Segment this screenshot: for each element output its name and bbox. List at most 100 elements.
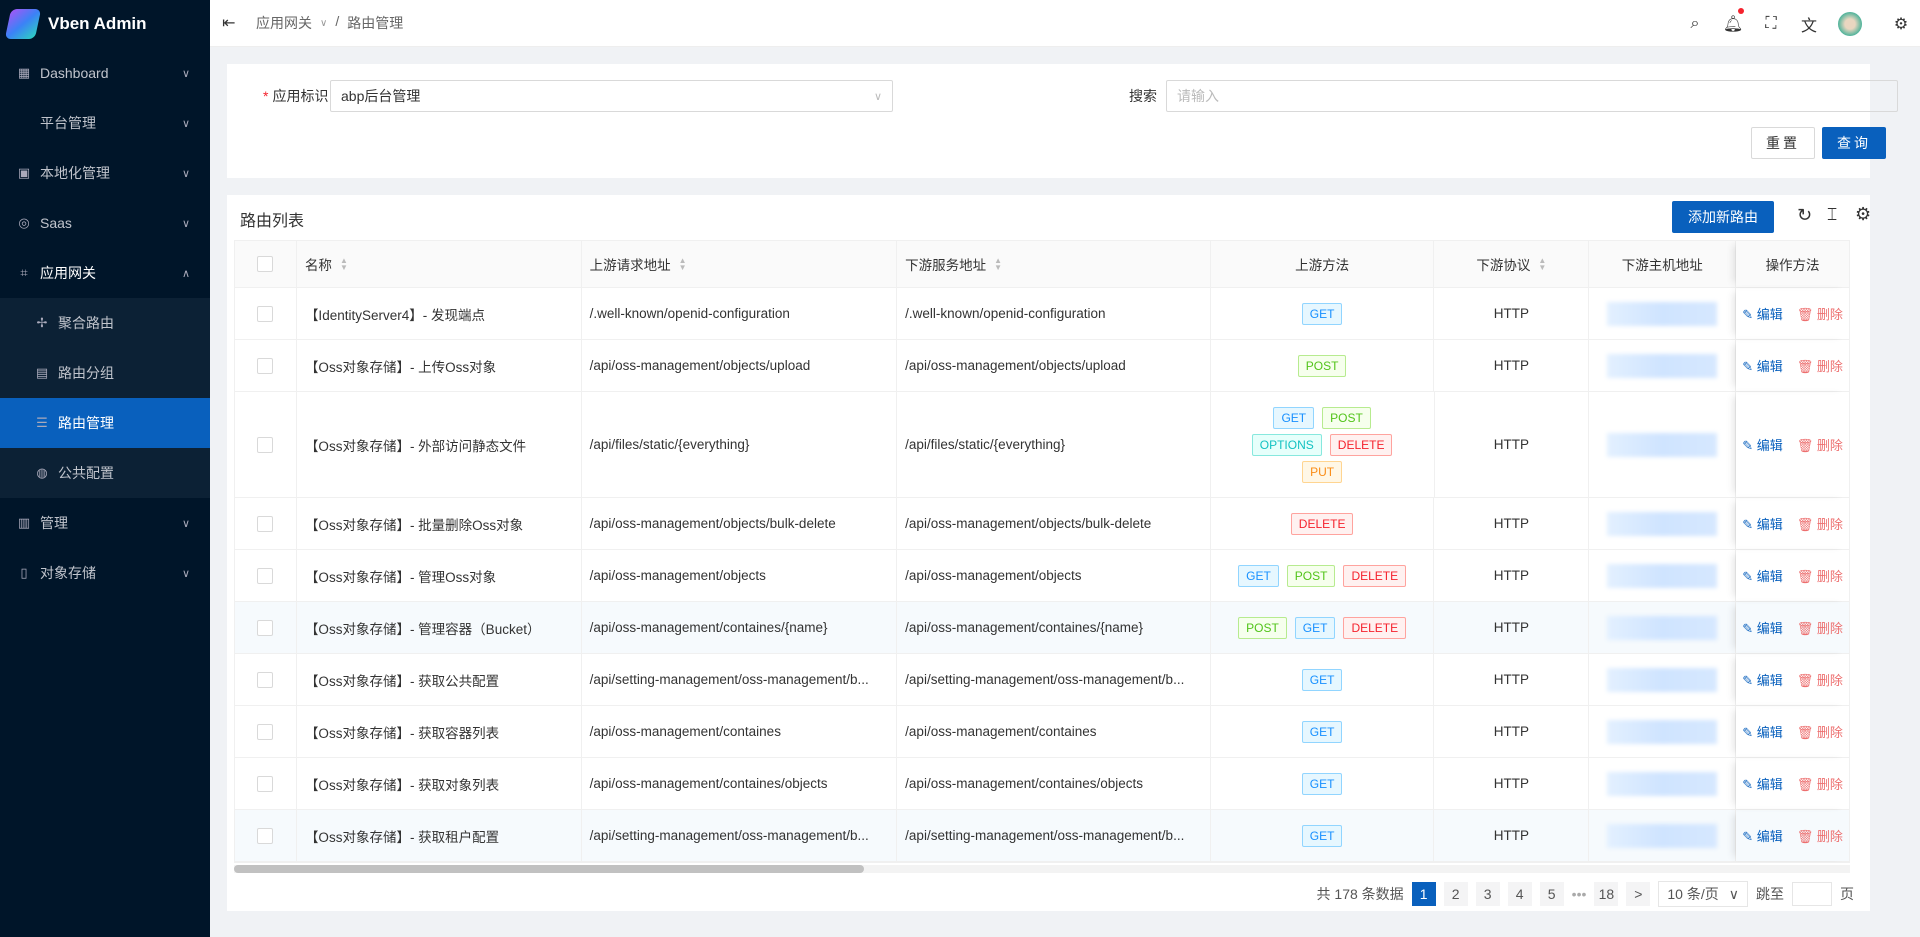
downstream-path: /api/setting-management/oss-management/b… [897,654,1211,705]
column-header[interactable]: 操作方法 [1736,241,1849,287]
page-suffix: 页 [1840,886,1854,902]
blurred-host-value [1607,511,1718,536]
search-icon[interactable]: ⌕ [1690,14,1700,32]
sidebar-item[interactable]: 平台管理 ∨ [0,98,210,148]
edit-button[interactable]: ✎ 编辑 [1742,566,1783,585]
sort-icon[interactable]: ▲ ▼ [1538,256,1547,272]
row-checkbox[interactable] [257,827,274,844]
page-button[interactable]: 3 [1475,882,1500,906]
row-checkbox[interactable] [257,436,274,453]
column-header[interactable]: 下游主机地址 [1589,241,1737,287]
app-select[interactable]: abp后台管理 ∨ [330,80,893,112]
sidebar-subitem[interactable]: ◍ 公共配置 [0,448,210,498]
refresh-icon[interactable]: ↻ [1797,205,1813,225]
page-button[interactable]: 2 [1443,882,1468,906]
sidebar-item[interactable]: ◎ Saas ∨ [0,198,210,248]
edit-button[interactable]: ✎ 编辑 [1742,356,1783,375]
column-header[interactable]: 上游请求地址 ▲ ▼ [582,241,898,287]
table-title: 路由列表 [240,213,305,230]
edit-button[interactable]: ✎ 编辑 [1742,670,1783,689]
column-header[interactable]: 下游服务地址 ▲ ▼ [897,241,1211,287]
sidebar-subitem[interactable]: ☰ 路由管理 [0,398,210,448]
delete-button[interactable]: 🗑︎ 删除 [1797,670,1843,689]
page-button[interactable]: 5 [1539,882,1564,906]
sidebar-subitem[interactable]: ▤ 路由分组 [0,348,210,398]
bell-icon[interactable]: 🔔︎ [1714,7,1752,34]
row-checkbox[interactable] [257,775,274,792]
delete-button[interactable]: 🗑︎ 删除 [1797,618,1843,637]
next-page-button[interactable]: > [1626,882,1651,906]
page-button[interactable]: 4 [1507,882,1532,906]
upstream-methods: POST GET DELETE [1211,602,1435,653]
scrollbar-thumb[interactable] [234,865,864,873]
page-button[interactable]: 1 [1411,882,1436,906]
search-form: * 应用标识 abp后台管理 ∨ 搜索 请输入 重置 查询 [227,64,1898,178]
delete-button[interactable]: 🗑︎ 删除 [1797,566,1843,585]
gear-icon[interactable]: ⚙ [1855,204,1872,224]
edit-button[interactable]: ✎ 编辑 [1742,514,1783,533]
delete-button[interactable]: 🗑︎ 删除 [1797,356,1843,375]
page-button[interactable]: 18 [1594,882,1619,906]
delete-button[interactable]: 🗑︎ 删除 [1797,722,1843,741]
fullscreen-icon[interactable]: ⛶ [1765,14,1777,32]
avatar[interactable] [1838,11,1862,36]
sidebar-item[interactable]: ▯ 对象存储 ∨ [0,548,210,598]
app-label: * 应用标识 [263,88,329,104]
jump-input[interactable] [1792,882,1832,906]
gear-icon[interactable]: ⚙ [1893,15,1909,33]
row-checkbox[interactable] [257,305,274,322]
downstream-path: /api/oss-management/objects/bulk-delete [897,498,1211,549]
sidebar-subitem[interactable]: ✢ 聚合路由 [0,298,210,348]
downstream-host [1589,550,1737,601]
pagination-ellipsis[interactable]: ••• [1571,886,1587,902]
edit-button[interactable]: ✎ 编辑 [1742,722,1783,741]
row-checkbox[interactable] [257,723,274,740]
page-size-select[interactable]: 10 条/页 ∨ [1658,881,1748,907]
logo[interactable]: Vben Admin [0,0,210,48]
column-header[interactable]: 下游协议 ▲ ▼ [1434,241,1590,287]
row-actions: ✎ 编辑 🗑︎ 删除 [1736,810,1849,861]
row-checkbox[interactable] [257,567,274,584]
sidebar-item[interactable]: ▣ 本地化管理 ∨ [0,148,210,198]
select-all-checkbox[interactable] [257,256,274,272]
column-header[interactable]: 上游方法 [1211,241,1435,287]
edit-button[interactable]: ✎ 编辑 [1742,435,1783,454]
method-tag: GET [1273,406,1315,429]
actions: ✎ 编辑 🗑︎ 删除 [1742,566,1843,585]
query-button[interactable]: 查询 [1822,127,1886,159]
column-height-icon[interactable]: ⌶ [1827,205,1838,224]
row-checkbox[interactable] [257,515,274,532]
column-header[interactable]: 名称 ▲ ▼ [297,241,582,287]
menu-fold-icon[interactable]: ⇤ [222,15,236,32]
row-checkbox[interactable] [257,357,274,374]
row-checkbox[interactable] [257,671,274,688]
table-row: 【Oss对象存储】- 外部访问静态文件/api/files/static/{ev… [235,392,1849,498]
table-row: 【Oss对象存储】- 管理容器（Bucket）/api/oss-manageme… [235,602,1849,654]
delete-label: 删除 [1816,517,1843,532]
sort-icon[interactable]: ▲ ▼ [678,256,687,272]
breadcrumb-item[interactable]: 应用网关 [256,15,312,31]
checkbox-cell [235,288,297,339]
horizontal-scrollbar[interactable] [234,865,1850,873]
sidebar-item[interactable]: ▦ Dashboard ∨ [0,48,210,98]
delete-button[interactable]: 🗑︎ 删除 [1797,514,1843,533]
add-route-button[interactable]: 添加新路由 [1672,201,1774,233]
search-input[interactable]: 请输入 [1166,80,1898,112]
upstream-methods: DELETE [1211,498,1435,549]
edit-button[interactable]: ✎ 编辑 [1742,618,1783,637]
delete-button[interactable]: 🗑︎ 删除 [1797,304,1843,323]
sidebar-item[interactable]: ▥ 管理 ∨ [0,498,210,548]
edit-button[interactable]: ✎ 编辑 [1742,826,1783,845]
reset-button[interactable]: 重置 [1751,127,1815,159]
row-checkbox[interactable] [257,619,274,636]
downstream-host [1589,340,1737,391]
delete-button[interactable]: 🗑︎ 删除 [1797,774,1843,793]
delete-button[interactable]: 🗑︎ 删除 [1797,435,1843,454]
edit-button[interactable]: ✎ 编辑 [1742,304,1783,323]
translate-icon[interactable]: 文 [1800,17,1817,35]
sort-icon[interactable]: ▲ ▼ [339,256,348,272]
delete-button[interactable]: 🗑︎ 删除 [1797,826,1843,845]
edit-button[interactable]: ✎ 编辑 [1742,774,1783,793]
sidebar-item[interactable]: ⌗ 应用网关 ∧ [0,248,210,298]
sort-icon[interactable]: ▲ ▼ [994,256,1003,272]
